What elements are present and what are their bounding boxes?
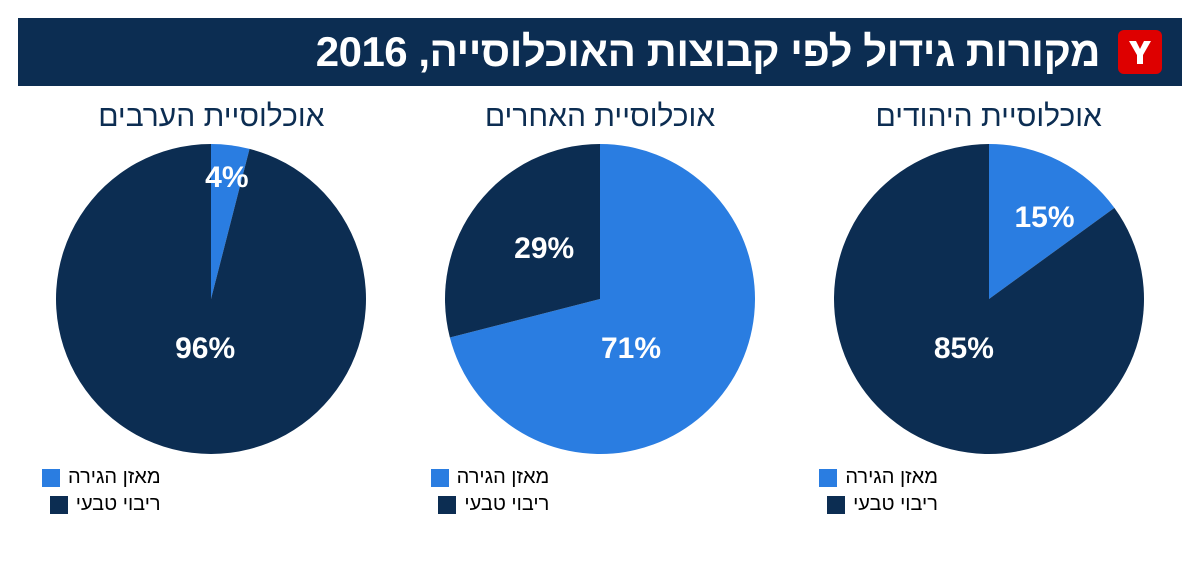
- legend-label: מאזן הגירה: [845, 466, 938, 489]
- legend-swatch: [431, 469, 449, 487]
- legend-item: מאזן הגירה: [431, 466, 550, 489]
- legend: מאזן הגירה ריבוי טבעי: [411, 466, 550, 516]
- legend-item: ריבוי טבעי: [431, 493, 550, 516]
- pie-chart: 71% 29%: [445, 144, 755, 454]
- chart-col-others: אוכלוסיית האחרים 71% 29% מאזן הגירה ריבוי…: [411, 100, 790, 516]
- legend-swatch: [819, 469, 837, 487]
- logo-y-icon: [1125, 37, 1155, 67]
- ynet-logo: [1118, 30, 1162, 74]
- legend-label: ריבוי טבעי: [853, 493, 938, 516]
- chart-title: אוכלוסיית האחרים: [485, 100, 715, 134]
- pie-slice-label: 15%: [1014, 201, 1074, 235]
- pie-chart: 15% 85%: [834, 144, 1144, 454]
- legend-swatch: [50, 496, 68, 514]
- legend: מאזן הגירה ריבוי טבעי: [22, 466, 161, 516]
- legend-item: מאזן הגירה: [819, 466, 938, 489]
- legend-swatch: [42, 469, 60, 487]
- chart-title: אוכלוסיית הערבים: [98, 100, 324, 134]
- pie-slice-label: 85%: [934, 332, 994, 366]
- chart-title: אוכלוסיית היהודים: [875, 100, 1101, 134]
- legend-item: ריבוי טבעי: [42, 493, 161, 516]
- pie-slice-label: 4%: [205, 161, 248, 195]
- legend-label: ריבוי טבעי: [464, 493, 549, 516]
- legend: מאזן הגירה ריבוי טבעי: [799, 466, 938, 516]
- legend-swatch: [438, 496, 456, 514]
- header-bar: מקורות גידול לפי קבוצות האוכלוסייה, 2016: [18, 18, 1182, 86]
- legend-item: מאזן הגירה: [42, 466, 161, 489]
- legend-label: מאזן הגירה: [68, 466, 161, 489]
- pie-slice-label: 71%: [601, 332, 661, 366]
- chart-col-jews: אוכלוסיית היהודים 15% 85% מאזן הגירה ריבו…: [799, 100, 1178, 516]
- pie-chart: 4% 96%: [56, 144, 366, 454]
- legend-label: מאזן הגירה: [457, 466, 550, 489]
- page-title: מקורות גידול לפי קבוצות האוכלוסייה, 2016: [316, 28, 1100, 76]
- legend-swatch: [827, 496, 845, 514]
- legend-item: ריבוי טבעי: [819, 493, 938, 516]
- pie-slice-label: 29%: [514, 232, 574, 266]
- charts-row: אוכלוסיית היהודים 15% 85% מאזן הגירה ריבו…: [18, 100, 1182, 516]
- legend-label: ריבוי טבעי: [76, 493, 161, 516]
- chart-col-arabs: אוכלוסיית הערבים 4% 96% מאזן הגירה ריבוי …: [22, 100, 401, 516]
- pie-slice-label: 96%: [175, 332, 235, 366]
